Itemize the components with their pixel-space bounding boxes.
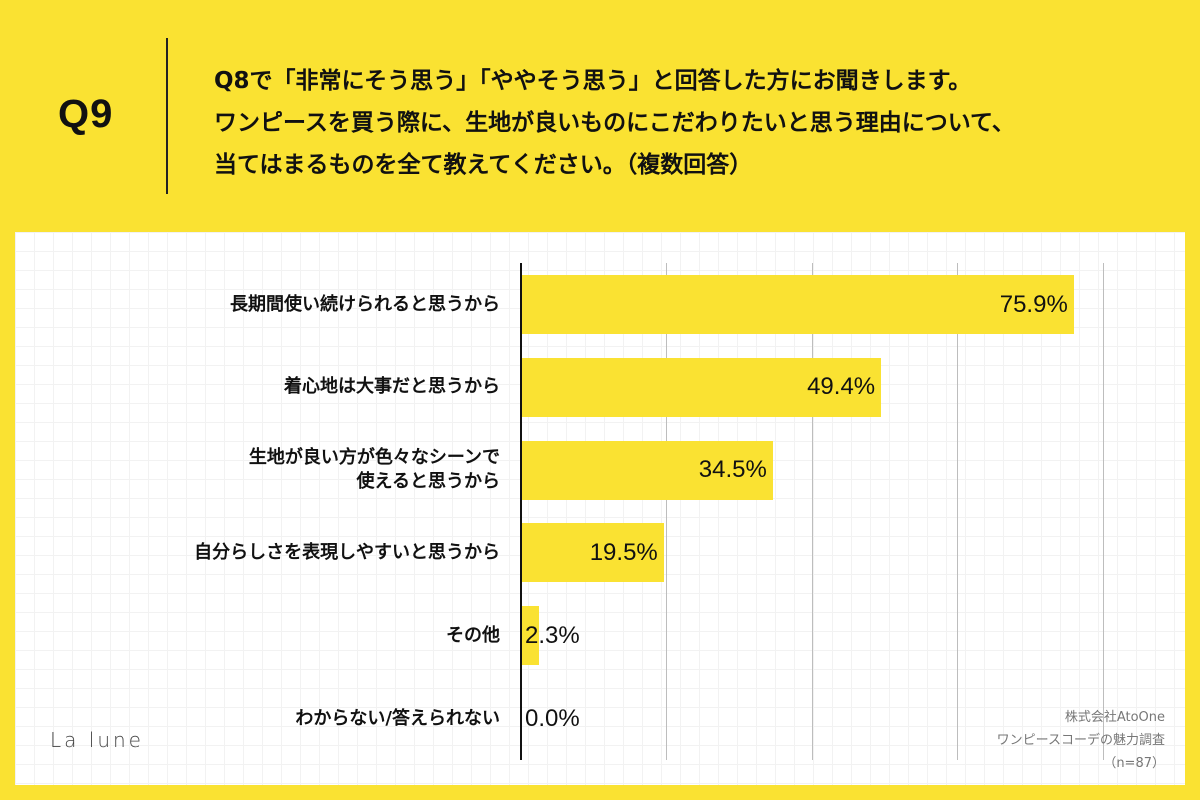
value-label: 75.9% (999, 290, 1068, 318)
question-line-2: ワンピースを買う際に、生地が良いものにこだわりたいと思う理由について、 (214, 110, 1015, 136)
value-label: 19.5% (589, 538, 658, 566)
bar (522, 523, 664, 583)
source-sample-size: （n=87） (1103, 756, 1165, 771)
value-label: 34.5% (698, 456, 767, 484)
y-axis-line (520, 263, 522, 760)
category-label: 生地が良い方が色々なシーンで 使えると思うから (248, 447, 500, 493)
bar-row: その他 2.3% (0, 606, 1200, 666)
question-line-3: 当てはまるものを全て教えてください。（複数回答） (214, 152, 753, 178)
question-line-1: Q8で「非常にそう思う」「ややそう思う」と回答した方にお聞きします。 (214, 68, 972, 94)
category-label: 自分らしさを表現しやすいと思うから (194, 541, 500, 563)
value-label: 0.0% (525, 704, 580, 732)
bar-row: 自分らしさを表現しやすいと思うから 19.5% (0, 523, 1200, 583)
bar (522, 606, 539, 666)
source-note: 株式会社AtoOne ワンピースコーデの魅力調査 （n=87） (997, 706, 1165, 775)
brand-logo: La lune (50, 728, 144, 752)
bar-row: 着心地は大事だと思うから 49.4% (0, 357, 1200, 417)
category-label: 長期間使い続けられると思うから (230, 293, 500, 315)
gridline (957, 263, 959, 760)
bar (522, 275, 1074, 334)
source-survey: ワンピースコーデの魅力調査 (996, 733, 1165, 748)
category-label: その他 (446, 624, 500, 646)
question-number: Q9 (58, 92, 114, 136)
bar-row: 生地が良い方が色々なシーンで 使えると思うから 34.5% (0, 440, 1200, 500)
gridline (1102, 263, 1104, 760)
header: Q9 Q8で「非常にそう思う」「ややそう思う」と回答した方にお聞きします。 ワン… (0, 0, 1200, 232)
category-label: 着心地は大事だと思うから (284, 376, 500, 398)
bar (522, 357, 882, 417)
question-text: Q8で「非常にそう思う」「ややそう思う」と回答した方にお聞きします。 ワンピース… (214, 60, 1174, 186)
value-label: 49.4% (807, 373, 876, 401)
bar-row: 長期間使い続けられると思うから 75.9% (0, 275, 1200, 334)
gridline (811, 263, 813, 760)
header-divider (166, 38, 168, 194)
value-label: 2.3% (525, 621, 580, 649)
bar (522, 440, 773, 500)
bar-row: わからない/答えられない 0.0% (0, 689, 1200, 748)
category-label: わからない/答えられない (295, 707, 500, 729)
source-company: 株式会社AtoOne (1064, 710, 1165, 725)
gridline (666, 263, 668, 760)
